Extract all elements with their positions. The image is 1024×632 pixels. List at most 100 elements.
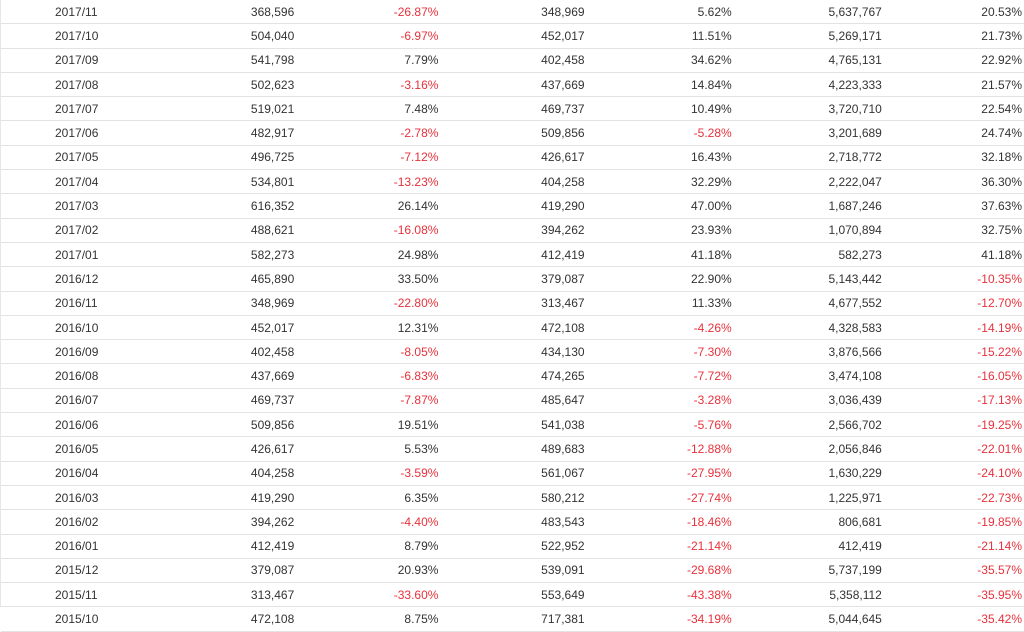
month-cell: 2015/12	[1, 558, 152, 584]
table-row: 2016/10 452,017 12.31% 472,108 -4.26% 4,328,5…	[1, 315, 1024, 341]
month-cell: 2016/03	[1, 485, 152, 511]
compare-change-cell: -27.95%	[585, 461, 733, 486]
change-cell: 26.14%	[295, 193, 440, 219]
cumulative-cell: 1,687,246	[732, 193, 883, 219]
change-cell: -33.60%	[295, 582, 440, 608]
compare-change-cell: 11.33%	[585, 291, 733, 316]
month-cell: 2017/11	[1, 0, 152, 25]
table-row: 2016/11 348,969 -22.80% 313,467 11.33% 4,677,…	[1, 291, 1024, 316]
table-row: 2017/01 582,273 24.98% 412,419 41.18% 582,273…	[1, 242, 1024, 268]
compare-value-cell: 419,290	[439, 193, 586, 219]
cumulative-change-cell: 22.54%	[882, 96, 1024, 122]
compare-change-cell: -29.68%	[585, 558, 733, 584]
month-cell: 2016/09	[1, 339, 152, 365]
value-cell: 412,419	[151, 534, 296, 559]
table-row: 2017/09 541,798 7.79% 402,458 34.62% 4,765,13…	[1, 48, 1024, 73]
cumulative-cell: 1,630,229	[732, 461, 883, 486]
compare-change-cell: -5.76%	[585, 412, 733, 438]
value-cell: 616,352	[151, 193, 296, 219]
month-cell: 2017/07	[1, 96, 152, 122]
month-cell: 2016/05	[1, 436, 152, 462]
compare-change-cell: -27.74%	[585, 485, 733, 511]
compare-value-cell: 541,038	[439, 412, 586, 438]
compare-change-cell: 34.62%	[585, 48, 733, 73]
cumulative-cell: 1,070,894	[732, 218, 883, 243]
compare-value-cell: 452,017	[439, 23, 586, 49]
month-cell: 2017/03	[1, 193, 152, 219]
compare-change-cell: -43.38%	[585, 582, 733, 608]
month-cell: 2017/06	[1, 120, 152, 146]
cumulative-change-cell: 24.74%	[882, 120, 1024, 146]
table-row: 2016/03 419,290 6.35% 580,212 -27.74% 1,225,9…	[1, 485, 1024, 511]
compare-change-cell: -21.14%	[585, 534, 733, 559]
table-row: 2015/11 313,467 -33.60% 553,649 -43.38% 5,358…	[1, 582, 1024, 608]
table-row: 2015/12 379,087 20.93% 539,091 -29.68% 5,737,…	[1, 558, 1024, 584]
table-row: 2017/10 504,040 -6.97% 452,017 11.51% 5,269,1…	[1, 23, 1024, 49]
table-row: 2016/12 465,890 33.50% 379,087 22.90% 5,143,4…	[1, 266, 1024, 292]
month-cell: 2016/02	[1, 509, 152, 535]
value-cell: 452,017	[151, 315, 296, 341]
cumulative-change-cell: -21.14%	[882, 534, 1024, 559]
month-cell: 2016/01	[1, 534, 152, 559]
cumulative-cell: 2,566,702	[732, 412, 883, 438]
change-cell: 20.93%	[295, 558, 440, 584]
change-cell: -16.08%	[295, 218, 440, 243]
change-cell: 7.48%	[295, 96, 440, 122]
value-cell: 348,969	[151, 291, 296, 316]
table-row: 2017/03 616,352 26.14% 419,290 47.00% 1,687,2…	[1, 193, 1024, 219]
month-cell: 2016/08	[1, 363, 152, 389]
compare-value-cell: 483,543	[439, 509, 586, 535]
cumulative-cell: 5,269,171	[732, 23, 883, 49]
table-row: 2016/04 404,258 -3.59% 561,067 -27.95% 1,630,…	[1, 461, 1024, 486]
value-cell: 541,798	[151, 48, 296, 73]
compare-value-cell: 717,381	[439, 606, 586, 632]
compare-value-cell: 469,737	[439, 96, 586, 122]
cumulative-change-cell: -17.13%	[882, 388, 1024, 414]
compare-value-cell: 539,091	[439, 558, 586, 584]
cumulative-cell: 5,737,199	[732, 558, 883, 584]
month-cell: 2017/09	[1, 48, 152, 73]
value-cell: 482,917	[151, 120, 296, 146]
compare-value-cell: 509,856	[439, 120, 586, 146]
month-cell: 2016/10	[1, 315, 152, 341]
cumulative-change-cell: 32.18%	[882, 145, 1024, 171]
cumulative-cell: 3,876,566	[732, 339, 883, 365]
change-cell: 6.35%	[295, 485, 440, 511]
cumulative-cell: 3,201,689	[732, 120, 883, 146]
cumulative-change-cell: -12.70%	[882, 291, 1024, 316]
change-cell: -3.16%	[295, 72, 440, 98]
change-cell: 12.31%	[295, 315, 440, 341]
value-cell: 404,258	[151, 461, 296, 486]
change-cell: 33.50%	[295, 266, 440, 292]
compare-change-cell: -34.19%	[585, 606, 733, 632]
table-row: 2016/07 469,737 -7.87% 485,647 -3.28% 3,036,4…	[1, 388, 1024, 414]
value-cell: 313,467	[151, 582, 296, 608]
change-cell: 7.79%	[295, 48, 440, 73]
compare-value-cell: 404,258	[439, 169, 586, 195]
compare-value-cell: 580,212	[439, 485, 586, 511]
table-row: 2017/06 482,917 -2.78% 509,856 -5.28% 3,201,6…	[1, 120, 1024, 146]
compare-change-cell: 47.00%	[585, 193, 733, 219]
cumulative-cell: 412,419	[732, 534, 883, 559]
value-cell: 582,273	[151, 242, 296, 268]
value-cell: 368,596	[151, 0, 296, 25]
table-row: 2016/05 426,617 5.53% 489,683 -12.88% 2,056,8…	[1, 436, 1024, 462]
compare-value-cell: 426,617	[439, 145, 586, 171]
table-row: 2015/10 472,108 8.75% 717,381 -34.19% 5,044,6…	[1, 606, 1024, 632]
compare-change-cell: 16.43%	[585, 145, 733, 171]
cumulative-cell: 2,222,047	[732, 169, 883, 195]
change-cell: 8.75%	[295, 606, 440, 632]
compare-change-cell: -7.30%	[585, 339, 733, 365]
compare-value-cell: 553,649	[439, 582, 586, 608]
cumulative-change-cell: 21.73%	[882, 23, 1024, 49]
value-cell: 472,108	[151, 606, 296, 632]
month-cell: 2017/01	[1, 242, 152, 268]
cumulative-change-cell: -10.35%	[882, 266, 1024, 292]
cumulative-cell: 5,358,112	[732, 582, 883, 608]
cumulative-change-cell: -35.95%	[882, 582, 1024, 608]
cumulative-change-cell: -16.05%	[882, 363, 1024, 389]
table-row: 2016/02 394,262 -4.40% 483,543 -18.46% 806,68…	[1, 509, 1024, 535]
change-cell: -8.05%	[295, 339, 440, 365]
change-cell: -13.23%	[295, 169, 440, 195]
